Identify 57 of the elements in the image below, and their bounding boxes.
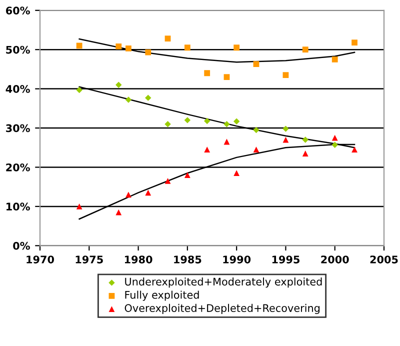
x-tick-label: 1970 xyxy=(26,256,54,264)
point xyxy=(352,40,358,46)
point xyxy=(145,49,152,56)
point xyxy=(116,82,122,88)
point xyxy=(76,42,82,49)
point xyxy=(145,94,152,101)
y-tick-label: 40% xyxy=(6,85,30,93)
point xyxy=(116,44,122,50)
point xyxy=(184,44,190,51)
point xyxy=(282,72,289,78)
point xyxy=(76,204,82,210)
y-tick-label: 0% xyxy=(13,242,30,250)
point xyxy=(164,178,171,184)
point xyxy=(302,136,308,143)
y-tick-label: 10% xyxy=(6,202,30,211)
x-tick-label: 1995 xyxy=(272,256,300,264)
point xyxy=(184,172,190,178)
point xyxy=(302,46,308,53)
point xyxy=(253,146,260,153)
x-tick-label: 2005 xyxy=(370,256,398,264)
x-tick-label: 1985 xyxy=(174,256,202,264)
x-tick-label: 1975 xyxy=(76,256,103,264)
x-tick-label: 1980 xyxy=(124,256,152,264)
point xyxy=(126,45,132,52)
point xyxy=(302,150,308,156)
point xyxy=(76,86,82,94)
y-tick-label: 30% xyxy=(6,124,30,132)
x-tick-label: 2000 xyxy=(321,256,349,264)
point xyxy=(125,96,132,103)
point xyxy=(224,120,230,128)
legend-label: Overexploited+Depleted+Recovering xyxy=(124,304,320,314)
point xyxy=(282,126,289,132)
y-tick-label: 20% xyxy=(6,163,30,172)
point xyxy=(234,170,240,176)
x-tick-label: 1990 xyxy=(223,256,251,264)
point xyxy=(233,118,240,124)
point xyxy=(332,134,338,141)
legend-label: Fully exploited xyxy=(125,290,199,301)
point xyxy=(332,56,338,62)
point xyxy=(116,209,122,216)
point xyxy=(204,118,210,124)
point xyxy=(352,146,358,153)
point xyxy=(224,74,230,80)
point xyxy=(332,142,338,148)
legend-label: Underexploited+Moderately exploited xyxy=(125,278,322,288)
point xyxy=(253,126,260,134)
y-tick-label: 60% xyxy=(6,6,30,14)
point xyxy=(184,117,191,124)
point xyxy=(204,146,210,153)
point xyxy=(164,120,171,128)
point xyxy=(126,192,132,198)
point xyxy=(234,44,240,51)
y-tick-label: 50% xyxy=(6,46,30,54)
point xyxy=(164,36,171,42)
point xyxy=(145,190,152,196)
point xyxy=(253,61,260,68)
point xyxy=(204,70,210,76)
